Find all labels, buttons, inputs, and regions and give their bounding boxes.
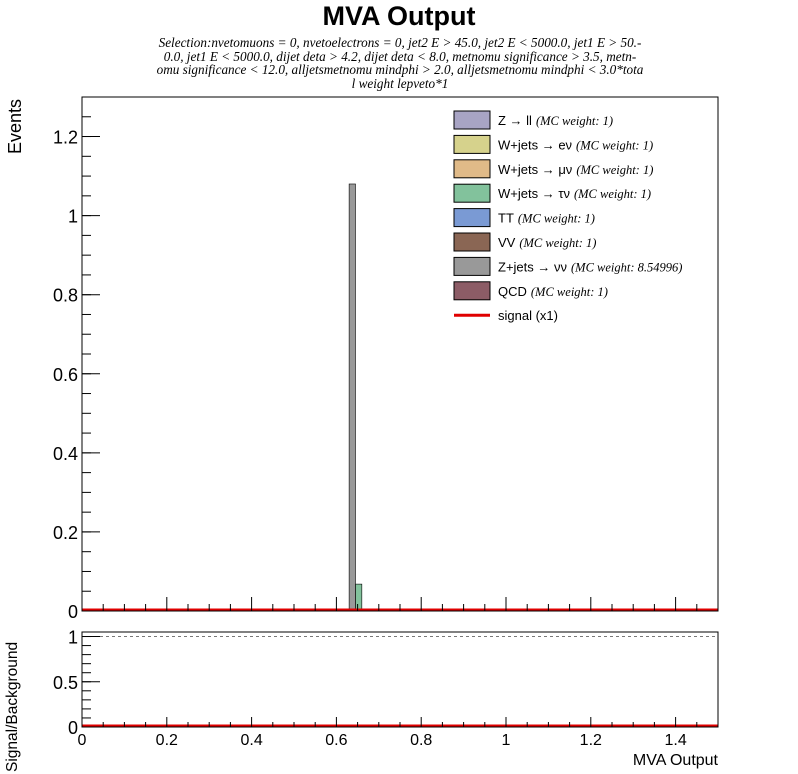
legend-weight: (MC weight: 1)	[519, 236, 596, 250]
legend-swatch-5	[453, 232, 491, 252]
legend-label: W+jets → eν	[498, 137, 572, 152]
x-tick-label: 1.2	[580, 732, 602, 749]
legend-label: W+jets → τν	[498, 186, 570, 201]
legend-weight: (MC weight: 1)	[576, 138, 653, 152]
x-tick-label: 1.4	[664, 732, 686, 749]
legend-entry-8: signal (x1)	[498, 308, 558, 323]
legend-label: signal (x1)	[498, 308, 558, 323]
legend-entry-6: Z+jets → νν (MC weight: 8.54996)	[498, 259, 682, 274]
selection-subtitle: Selection:nvetomuons = 0, nvetoelectrons…	[100, 36, 700, 90]
legend-swatch-6	[453, 256, 491, 276]
ratio-plot: 0 0.5 1 0 0.2 0.4 0.6 0.8 1 1.2 1.4 MVA Output Signa…	[4, 628, 719, 772]
y-tick-label: 0.2	[53, 523, 78, 543]
subtitle-line-2: 0.0, jet1 E < 5000.0, dijet deta > 4.2, …	[163, 48, 637, 64]
ratio-plot-frame	[81, 631, 719, 728]
legend-weight: (MC weight: 1)	[574, 187, 651, 201]
y-tick-label: 0	[68, 602, 78, 622]
x-tick-label: 0	[78, 732, 87, 749]
legend: Z → ll (MC weight: 1) W+jets → eν (MC weigh…	[453, 110, 682, 323]
subtitle-line-3: omu significance < 12.0, alljetsmetnomu …	[156, 62, 644, 77]
x-tick-label: 0.8	[410, 732, 432, 749]
legend-entry-1: W+jets → eν (MC weight: 1)	[498, 137, 653, 152]
x-tick-label: 0.2	[156, 732, 178, 749]
legend-swatch-4	[453, 208, 491, 228]
x-axis-label: MVA Output	[633, 752, 719, 769]
chart-title: MVA Output	[322, 1, 476, 31]
legend-label: Z+jets → νν	[498, 259, 567, 274]
legend-label: W+jets → μν	[498, 162, 572, 177]
legend-entry-2: W+jets → μν (MC weight: 1)	[498, 162, 653, 177]
x-tick-label: 0.6	[325, 732, 347, 749]
legend-label: QCD	[498, 284, 527, 299]
legend-entry-5: VV (MC weight: 1)	[498, 235, 596, 250]
ratio-y-axis-label: Signal/Background	[4, 642, 21, 772]
histogram-bar-2-0	[348, 183, 356, 610]
legend-weight: (MC weight: 1)	[576, 163, 653, 177]
legend-entry-7: QCD (MC weight: 1)	[498, 284, 608, 299]
y-tick-label: 1	[68, 207, 78, 227]
legend-entry-0: Z → ll (MC weight: 1)	[498, 113, 613, 128]
y-axis-label: Events	[5, 99, 25, 154]
y-tick-label: 1.2	[53, 128, 78, 148]
histogram-bar-1-0	[355, 583, 363, 612]
legend-swatch-1	[453, 134, 491, 154]
legend-label: VV	[498, 235, 516, 250]
x-tick-label: 1	[502, 732, 511, 749]
ratio-y-tick-label: 0.5	[53, 673, 78, 693]
legend-entry-3: W+jets → τν (MC weight: 1)	[498, 186, 651, 201]
y-tick-label: 0.6	[53, 365, 78, 385]
y-tick-label: 0.8	[53, 286, 78, 306]
legend-weight: (MC weight: 8.54996)	[571, 260, 682, 274]
main-plot: 0 0.2 0.4 0.6 0.8 1 1.2 Events	[5, 96, 719, 622]
legend-weight: (MC weight: 1)	[536, 114, 613, 128]
legend-entry-4: TT (MC weight: 1)	[498, 211, 595, 226]
subtitle-line-1: Selection:nvetomuons = 0, nvetoelectrons…	[158, 35, 642, 50]
ratio-y-tick-label: 1	[68, 628, 78, 648]
legend-swatch-3	[453, 183, 491, 203]
x-tick-label: 0.4	[240, 732, 262, 749]
legend-label: TT	[498, 211, 514, 226]
legend-swatch-2	[453, 159, 491, 179]
legend-swatch-7	[453, 281, 491, 301]
legend-weight: (MC weight: 1)	[531, 285, 608, 299]
legend-swatch-0	[453, 110, 491, 130]
y-tick-label: 0.4	[53, 444, 78, 464]
legend-weight: (MC weight: 1)	[518, 212, 595, 226]
ratio-y-tick-label: 0	[68, 718, 78, 738]
subtitle-line-4: l weight lepveto*1	[351, 75, 449, 91]
legend-label: Z → ll	[498, 113, 532, 128]
